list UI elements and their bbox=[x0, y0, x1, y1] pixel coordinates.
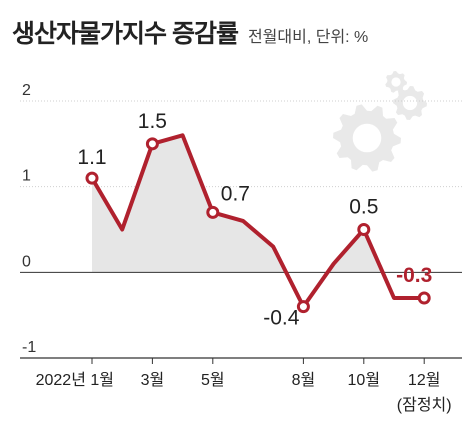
y-tick-label: 2 bbox=[22, 82, 31, 99]
data-point bbox=[85, 171, 99, 185]
y-tick-label: 0 bbox=[22, 253, 31, 270]
gear-hole bbox=[352, 123, 382, 153]
x-tick-label: 5월 bbox=[201, 371, 225, 389]
x-tick-label: 8월 bbox=[292, 371, 316, 389]
series-line bbox=[90, 133, 427, 309]
x-tick-label: 10월 bbox=[348, 371, 381, 389]
data-point bbox=[206, 205, 220, 219]
data-point bbox=[417, 291, 431, 305]
chart-subtitle: 전월대비, 단위: % bbox=[247, 29, 369, 46]
y-tick-label: 1 bbox=[22, 168, 31, 185]
data-point bbox=[296, 300, 310, 314]
title-row: 생산자물가지수 증감률 전월대비, 단위: % bbox=[12, 14, 368, 50]
positive-area bbox=[92, 135, 425, 273]
gear-hole bbox=[402, 95, 418, 111]
gear-hole bbox=[391, 77, 401, 87]
data-label: -0.3 bbox=[396, 264, 432, 287]
data-label: 0.7 bbox=[221, 182, 250, 205]
x-tick-label: 3월 bbox=[141, 371, 165, 389]
data-label: -0.4 bbox=[263, 307, 300, 330]
gear-small-icon bbox=[385, 71, 407, 93]
data-label: 1.5 bbox=[138, 110, 167, 133]
series-line-path bbox=[90, 133, 427, 309]
data-label: 1.1 bbox=[77, 146, 106, 169]
x-tick-label: 2022년 1월 bbox=[36, 371, 114, 389]
positive-area-fill bbox=[92, 135, 425, 273]
data-label: 0.5 bbox=[349, 196, 378, 219]
gear-medium-icon bbox=[393, 86, 427, 120]
data-point bbox=[357, 223, 371, 236]
gear-large-icon bbox=[333, 104, 401, 172]
markers bbox=[85, 137, 431, 314]
chart-title: 생산자물가지수 증감률 bbox=[12, 20, 239, 48]
x-footnote: (잠정치) bbox=[397, 396, 452, 414]
x-tick-label: 12월 bbox=[408, 371, 441, 389]
axes bbox=[20, 271, 462, 364]
data-point bbox=[145, 137, 159, 151]
gear-icon bbox=[333, 71, 427, 172]
y-tick-label: -1 bbox=[22, 339, 36, 356]
